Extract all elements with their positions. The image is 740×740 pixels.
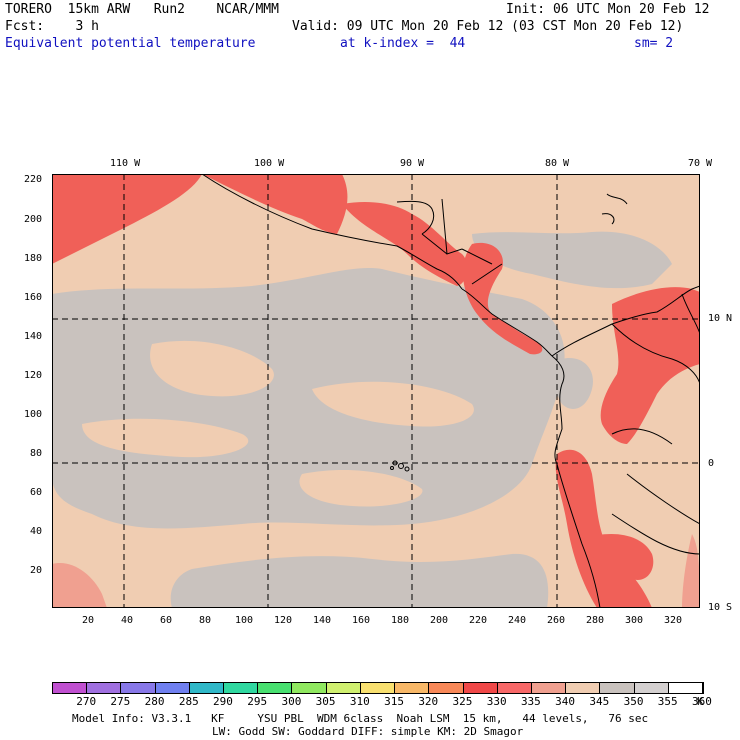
model-info: Model Info: V3.3.1 KF YSU PBL WDM 6class… <box>72 712 649 725</box>
colorbar-label: 310 <box>349 695 370 708</box>
colorbar-segment <box>326 683 361 693</box>
x-tick: 240 <box>508 615 527 626</box>
colorbar-label: 270 <box>76 695 97 708</box>
colorbar-label: 300 <box>281 695 302 708</box>
colorbar-segment <box>566 683 601 693</box>
lat-label: 10 S <box>708 602 733 613</box>
init-time: Init: 06 UTC Mon 20 Feb 12 <box>506 2 710 17</box>
colorbar-segment <box>531 683 567 693</box>
x-tick: 300 <box>625 615 644 626</box>
x-tick: 100 <box>235 615 254 626</box>
x-tick: 120 <box>274 615 293 626</box>
colorbar-segment <box>224 683 259 693</box>
latlon-grid <box>52 174 700 608</box>
y-tick: 160 <box>24 292 43 303</box>
colorbar-label: 340 <box>555 695 576 708</box>
y-tick: 100 <box>24 409 43 420</box>
colorbar-segment <box>429 683 464 693</box>
lat-label: 10 N <box>708 313 733 324</box>
colorbar-label: 285 <box>178 695 199 708</box>
valid-time: Valid: 09 UTC Mon 20 Feb 12 (03 CST Mon … <box>292 19 684 34</box>
y-tick: 140 <box>24 331 43 342</box>
x-tick: 140 <box>313 615 332 626</box>
physics-info: LW: Godd SW: Goddard DIFF: simple KM: 2D… <box>212 725 524 738</box>
theta-e-red-areas <box>52 174 700 608</box>
x-tick: 200 <box>430 615 449 626</box>
theta-e-salmon-patches <box>52 534 700 608</box>
coastlines <box>201 174 700 608</box>
y-tick: 220 <box>24 174 43 185</box>
colorbar-label: 290 <box>213 695 233 708</box>
colorbar <box>52 682 704 694</box>
colorbar-segment <box>395 683 430 693</box>
colorbar-segment <box>155 683 190 693</box>
colorbar-label: 360 <box>692 695 712 708</box>
lon-label: 90 W <box>400 158 425 169</box>
colorbar-label: 275 <box>110 695 131 708</box>
colorbar-label: 345 <box>589 695 610 708</box>
colorbar-segment <box>497 683 532 693</box>
lon-label: 110 W <box>110 158 141 169</box>
y-tick: 120 <box>24 370 43 381</box>
colorbar-segment <box>53 683 88 693</box>
x-tick: 280 <box>586 615 605 626</box>
colorbar-segment <box>360 683 396 693</box>
colorbar-label: 350 <box>623 695 644 708</box>
smoothing: sm= 2 <box>634 36 674 51</box>
colorbar-label: 355 <box>657 695 678 708</box>
lon-label: 100 W <box>254 158 285 169</box>
colorbar-segment <box>292 683 327 693</box>
field-name: Equivalent potential temperature <box>5 36 256 51</box>
colorbar-label: 335 <box>520 695 541 708</box>
x-tick: 160 <box>352 615 371 626</box>
colorbar-segment <box>668 683 703 693</box>
header-title: TORERO 15km ARW Run2 NCAR/MMM <box>5 2 279 17</box>
colorbar-label: 305 <box>315 695 336 708</box>
colorbar-segment <box>189 683 225 693</box>
colorbar-label: 315 <box>384 695 404 708</box>
colorbar-label: 280 <box>144 695 165 708</box>
y-tick: 80 <box>30 448 43 459</box>
colorbar-segment <box>463 683 498 693</box>
y-tick: 200 <box>24 214 43 225</box>
colorbar-label: 295 <box>247 695 268 708</box>
colorbar-label: K <box>697 695 704 708</box>
lat-label: 0 <box>708 458 715 469</box>
map-frame <box>52 174 700 608</box>
colorbar-segment <box>600 683 635 693</box>
x-tick: 180 <box>391 615 410 626</box>
x-tick: 60 <box>160 615 173 626</box>
y-tick: 20 <box>30 565 43 576</box>
x-tick: 80 <box>199 615 212 626</box>
colorbar-segment <box>87 683 122 693</box>
colorbar-segment <box>121 683 156 693</box>
colorbar-segment <box>258 683 293 693</box>
colorbar-label: 325 <box>452 695 473 708</box>
lon-label: 80 W <box>545 158 570 169</box>
x-tick: 40 <box>121 615 134 626</box>
level-index: at k-index = 44 <box>340 36 466 51</box>
colorbar-label: 320 <box>418 695 439 708</box>
x-tick: 320 <box>664 615 683 626</box>
y-tick: 60 <box>30 487 43 498</box>
x-tick: 260 <box>547 615 566 626</box>
forecast-hour: Fcst: 3 h <box>5 19 99 34</box>
y-tick: 180 <box>24 253 43 264</box>
x-tick: 20 <box>82 615 95 626</box>
colorbar-label: 330 <box>486 695 507 708</box>
lon-label: 70 W <box>688 158 713 169</box>
y-tick: 40 <box>30 526 43 537</box>
x-tick: 220 <box>469 615 488 626</box>
theta-e-map <box>52 174 700 608</box>
colorbar-segment <box>634 683 669 693</box>
